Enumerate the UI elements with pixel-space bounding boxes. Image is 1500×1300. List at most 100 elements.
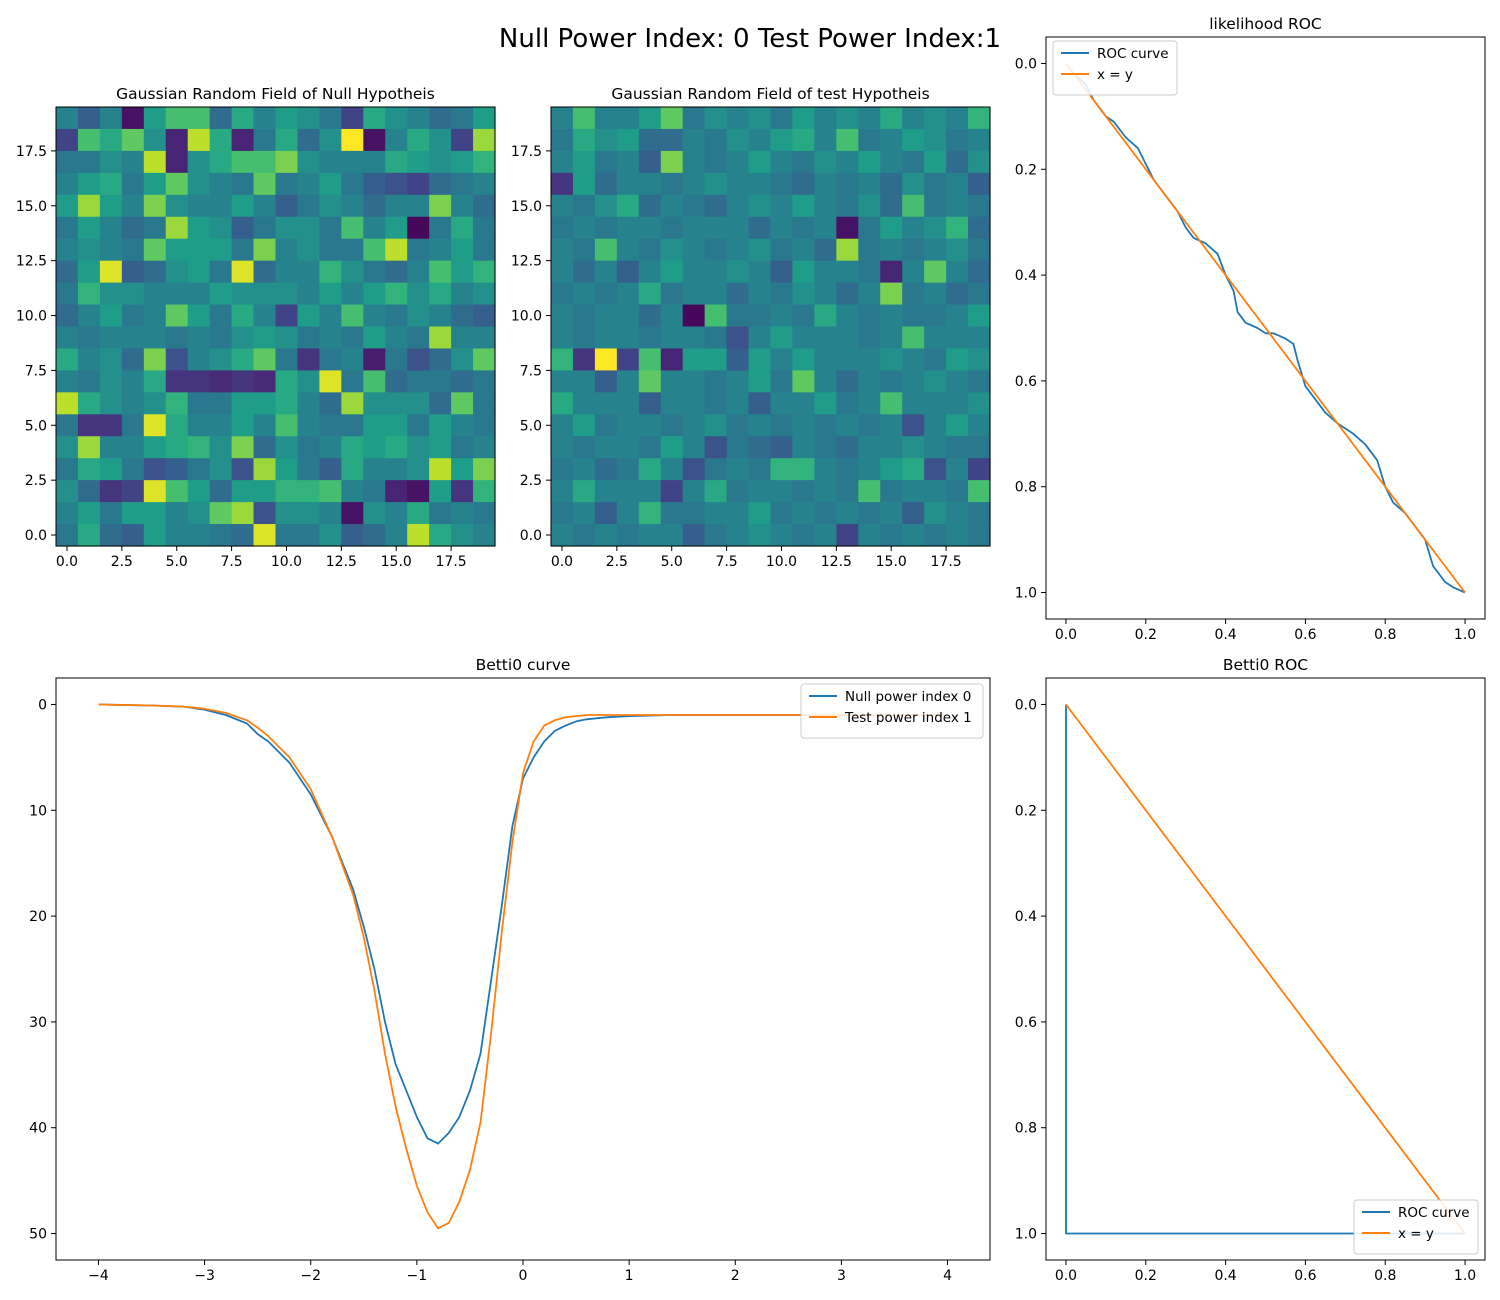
- test-field-cell-0-8: [726, 107, 750, 130]
- null-field-cell-1-10: [275, 128, 299, 152]
- betti0-roc-xtick-label-3: 0.6: [1294, 1268, 1316, 1284]
- null-field-cell-14-6: [187, 414, 211, 437]
- test-field-xtick-label-0: 0.0: [551, 554, 573, 570]
- null-field-cell-5-14: [363, 216, 386, 240]
- test-field-cell-18-4: [638, 502, 662, 525]
- test-field-cell-9-8: [726, 304, 750, 328]
- test-field-cell-10-0: [551, 326, 574, 350]
- null-field-cell-4-13: [341, 194, 364, 218]
- test-field-cell-18-1: [572, 502, 596, 525]
- likelihood-roc-ytick-label-2: 0.4: [1015, 268, 1037, 284]
- test-field-cell-8-7: [704, 282, 728, 306]
- null-field-cell-12-5: [165, 370, 189, 393]
- test-field-cell-2-14: [858, 150, 881, 174]
- test-field-cell-15-6: [682, 436, 706, 459]
- test-field-cell-10-1: [572, 326, 596, 350]
- test-field-cell-15-16: [902, 436, 925, 459]
- test-field-cell-3-13: [836, 172, 859, 196]
- test-field-cell-11-17: [924, 348, 947, 371]
- test-field-cell-0-0: [551, 107, 574, 130]
- test-field-cell-12-2: [594, 370, 618, 393]
- null-field-cell-3-8: [231, 172, 255, 196]
- null-field-cell-15-5: [165, 436, 189, 459]
- test-field-cell-5-12: [814, 216, 837, 240]
- betti0-roc-frame: [1045, 677, 1486, 1261]
- test-field-cell-15-12: [814, 436, 837, 459]
- null-field-ytick-label-6: 15.0: [16, 199, 47, 215]
- test-field-cell-1-0: [551, 128, 574, 152]
- null-field-cell-1-13: [341, 128, 364, 152]
- test-field-cell-18-7: [704, 502, 728, 525]
- null-field-cell-3-11: [297, 172, 320, 196]
- null-field-xtick-label-2: 5.0: [166, 554, 188, 570]
- null-field-cell-5-11: [297, 216, 320, 240]
- null-field-cell-3-13: [341, 172, 364, 196]
- null-field-cell-15-7: [209, 436, 233, 459]
- test-field-cell-16-1: [572, 458, 596, 481]
- null-field-cell-17-3: [121, 480, 145, 503]
- test-field-cell-13-8: [726, 392, 750, 415]
- null-field-cell-5-6: [187, 216, 211, 240]
- test-field-cell-14-3: [616, 414, 640, 437]
- null-field-cell-13-11: [297, 392, 320, 415]
- null-field-cell-9-8: [231, 304, 255, 328]
- test-field-cell-12-16: [902, 370, 925, 393]
- null-field-cell-9-5: [165, 304, 189, 328]
- likelihood-roc-series-0: [1065, 62, 1466, 594]
- null-field-xtick-label-3: 7.5: [220, 554, 242, 570]
- null-field-cell-6-2: [99, 238, 123, 262]
- null-field-cell-2-5: [165, 150, 189, 174]
- null-field-cell-18-17: [429, 502, 452, 525]
- test-field-cell-8-14: [858, 282, 881, 306]
- test-field-cell-12-5: [660, 370, 684, 393]
- test-field-cell-18-10: [770, 502, 794, 525]
- test-field-xtick-label-1: 2.5: [606, 554, 628, 570]
- null-field-cell-11-0: [56, 348, 79, 371]
- null-field-cell-7-1: [77, 260, 101, 284]
- null-field-cell-17-10: [275, 480, 299, 503]
- test-field-cell-6-12: [814, 238, 837, 262]
- null-field-cell-10-6: [187, 326, 211, 350]
- null-field-cell-18-8: [231, 502, 255, 525]
- test-field-cell-8-2: [594, 282, 618, 306]
- null-field-cell-13-15: [385, 392, 408, 415]
- null-field-cell-16-19: [473, 458, 496, 481]
- null-field-cell-12-10: [275, 370, 299, 393]
- null-field-xtick-label-0: 0.0: [56, 554, 78, 570]
- null-field-cell-8-5: [165, 282, 189, 306]
- null-field-cell-8-15: [385, 282, 408, 306]
- null-field-cell-19-3: [121, 524, 145, 547]
- test-field-cell-5-4: [638, 216, 662, 240]
- null-field-cell-6-1: [77, 238, 101, 262]
- test-field-cell-19-1: [572, 524, 596, 547]
- null-field-cell-11-16: [407, 348, 430, 371]
- test-field-cell-12-17: [924, 370, 947, 393]
- null-field-cell-11-18: [451, 348, 474, 371]
- null-field-cell-17-11: [297, 480, 320, 503]
- test-field-cell-1-9: [748, 128, 772, 152]
- null-field-cell-4-6: [187, 194, 211, 218]
- test-field-cell-14-18: [946, 414, 969, 437]
- test-field-cell-12-3: [616, 370, 640, 393]
- test-field-title: Gaussian Random Field of test Hypotheis: [611, 85, 929, 103]
- test-field-cell-9-11: [792, 304, 815, 328]
- test-field-cell-6-7: [704, 238, 728, 262]
- test-field-cell-18-2: [594, 502, 618, 525]
- null-field-cell-13-5: [165, 392, 189, 415]
- test-field-cell-10-4: [638, 326, 662, 350]
- test-field-cell-9-6: [682, 304, 706, 328]
- test-field-cell-1-17: [924, 128, 947, 152]
- null-field-cell-11-2: [99, 348, 123, 371]
- test-field-cell-17-1: [572, 480, 596, 503]
- betti0-roc-xtick-label-2: 0.4: [1214, 1268, 1236, 1284]
- test-field-cell-5-11: [792, 216, 815, 240]
- test-field-cell-1-1: [572, 128, 596, 152]
- test-field-cell-16-10: [770, 458, 794, 481]
- test-field-cell-3-15: [880, 172, 903, 196]
- test-field-cell-5-10: [770, 216, 794, 240]
- null-field-cell-16-4: [143, 458, 167, 481]
- test-field-cell-15-9: [748, 436, 772, 459]
- test-field-cell-13-5: [660, 392, 684, 415]
- betti0-curve-ytick-label-4: 40: [29, 1121, 47, 1137]
- test-field-cell-5-3: [616, 216, 640, 240]
